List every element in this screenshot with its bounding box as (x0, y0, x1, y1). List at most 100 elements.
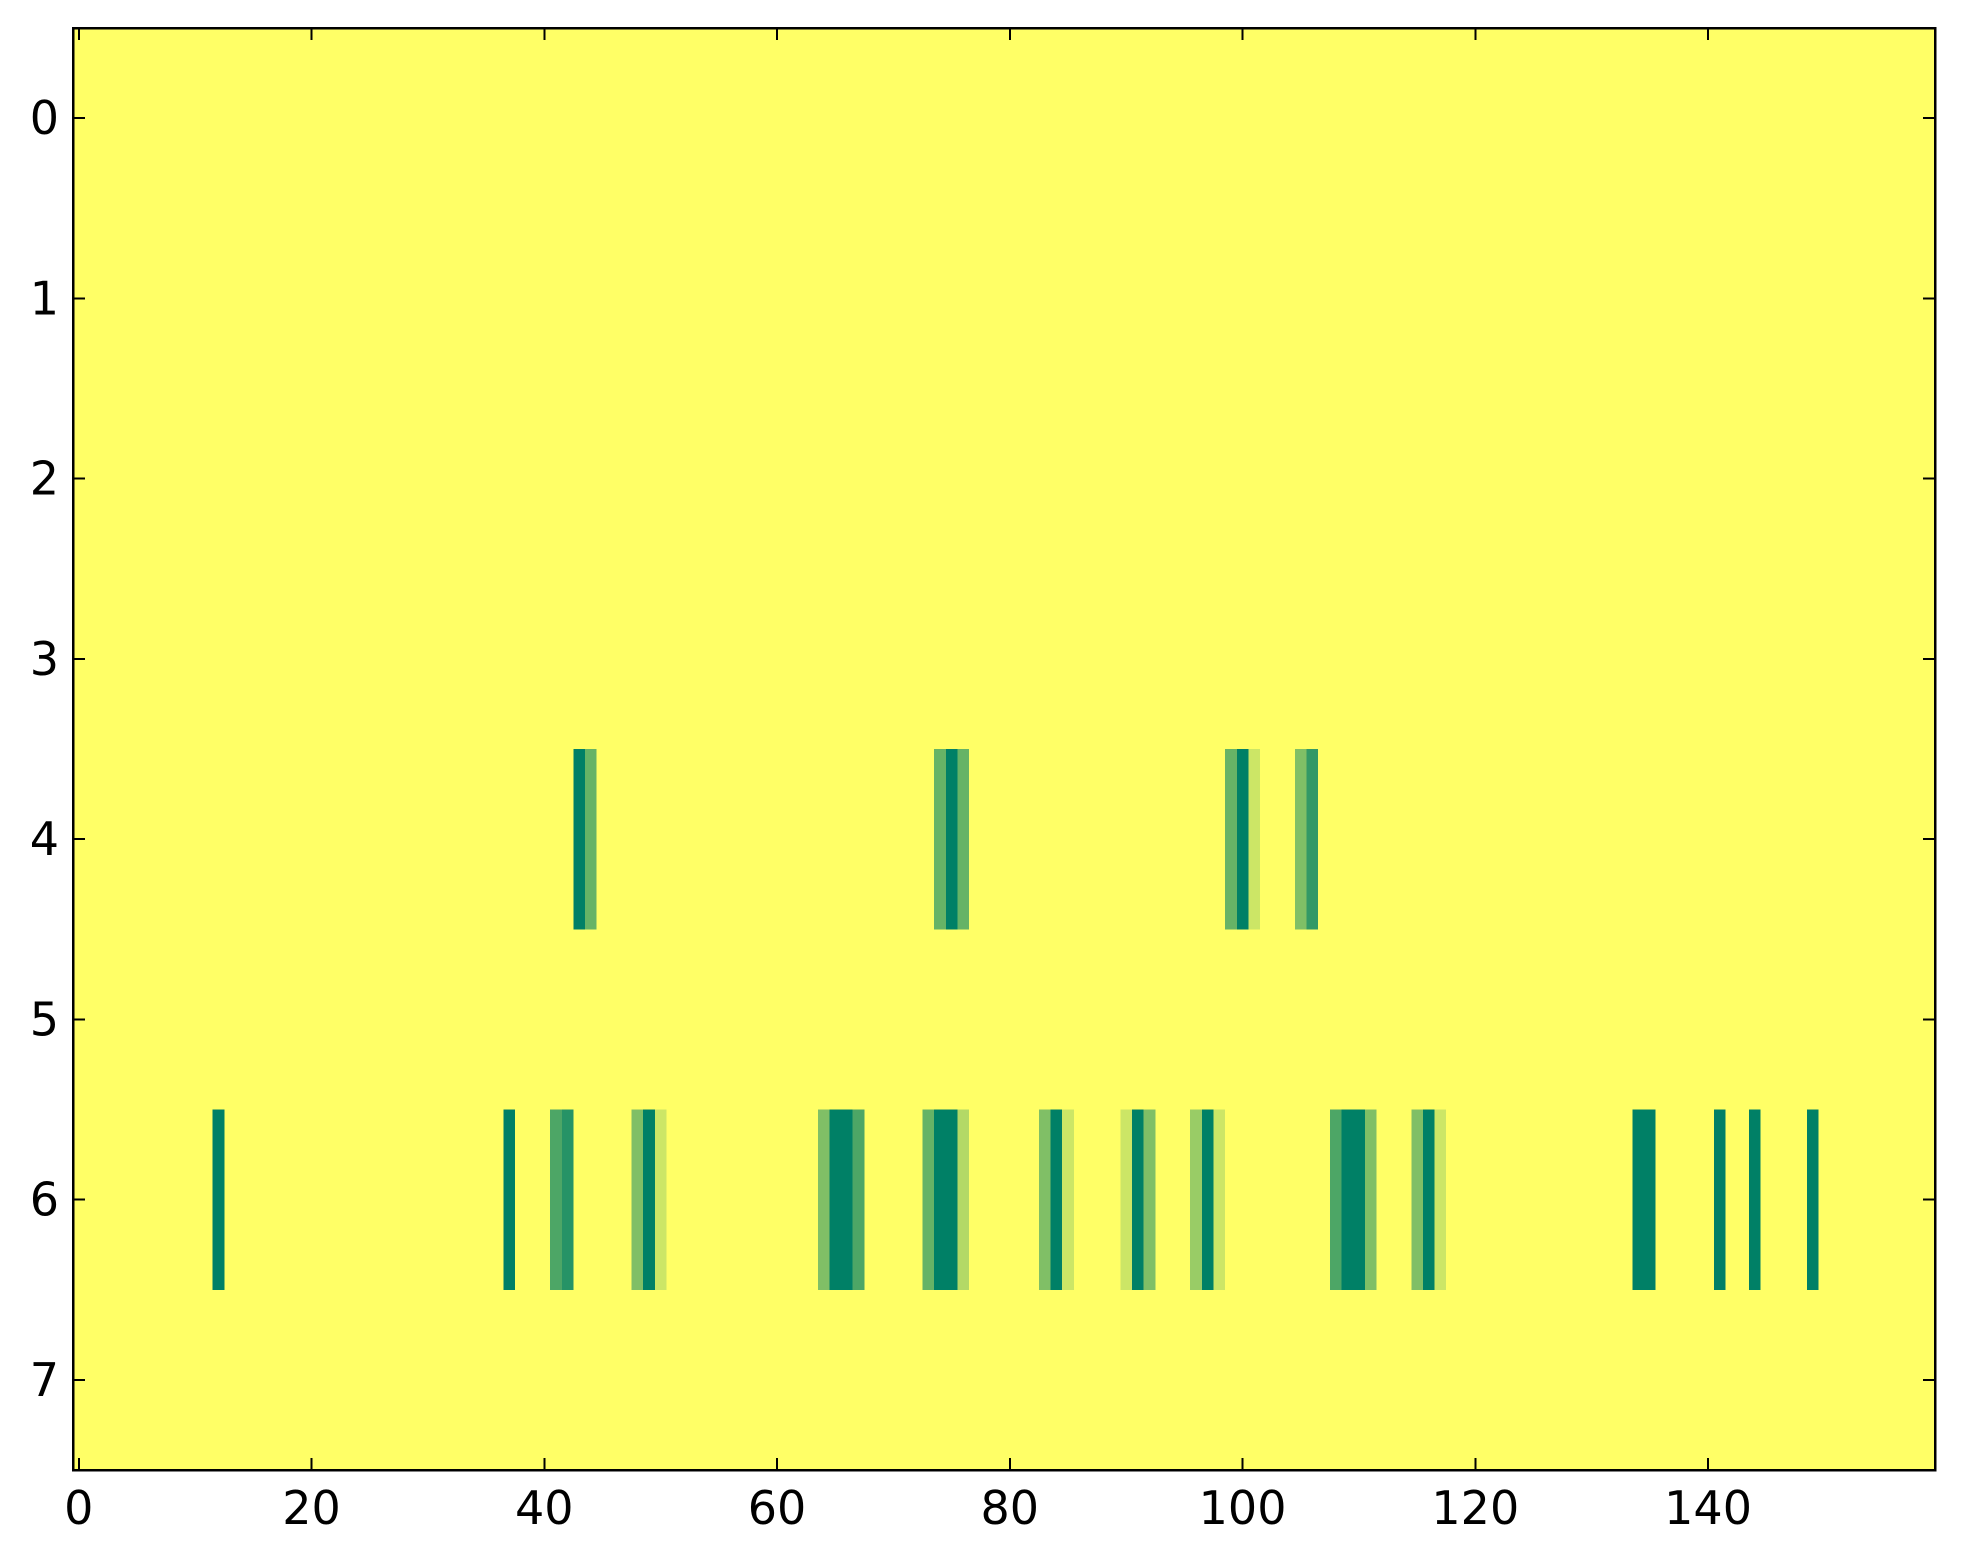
heatmap-cell (1120, 1109, 1133, 1291)
heatmap-cell (375, 1109, 388, 1291)
heatmap-cell (1713, 929, 1727, 1111)
heatmap-cell (759, 208, 772, 390)
heatmap-cell (503, 208, 516, 390)
heatmap-cell (980, 568, 993, 750)
heatmap-cell (503, 568, 516, 750)
heatmap-cell (1853, 208, 1866, 390)
heatmap-cell (1132, 208, 1145, 390)
heatmap-cell (875, 1289, 889, 1471)
heatmap-cell (1050, 929, 1063, 1111)
heatmap-cell (806, 208, 819, 390)
heatmap-cell (1294, 1289, 1308, 1471)
heatmap-cell (875, 1109, 889, 1291)
heatmap-cell (864, 568, 877, 750)
heatmap-cell (1632, 388, 1645, 570)
heatmap-cell (1527, 749, 1540, 930)
heatmap-cell (468, 28, 481, 209)
heatmap-cell (1027, 749, 1040, 930)
heatmap-cell (1574, 749, 1587, 930)
heatmap-cell (1213, 1109, 1226, 1291)
heatmap-cell (177, 388, 190, 570)
heatmap-cell (1492, 28, 1506, 209)
heatmap-cell (1422, 1289, 1436, 1471)
x-tick-label: 40 (515, 1481, 574, 1535)
heatmap-cell (247, 568, 260, 750)
heatmap-cell (1888, 1289, 1901, 1471)
heatmap-cell (1609, 208, 1622, 390)
heatmap-cell (1481, 28, 1494, 209)
heatmap-cell (1411, 208, 1424, 390)
heatmap-cell (1609, 1289, 1622, 1471)
heatmap-cell (1027, 388, 1040, 570)
heatmap-cell (1888, 1109, 1901, 1291)
heatmap-cell (852, 568, 865, 750)
heatmap-cell (142, 929, 156, 1111)
heatmap-cell (1271, 929, 1284, 1111)
heatmap-cell (1562, 388, 1575, 570)
heatmap-cell (131, 568, 144, 750)
heatmap-cell (270, 568, 284, 750)
heatmap-cell (1865, 388, 1878, 570)
heatmap-cell (1469, 749, 1482, 930)
heatmap-cell (1632, 208, 1645, 390)
heatmap-cell (1585, 929, 1599, 1111)
heatmap-cell (259, 568, 272, 750)
heatmap-cell (782, 388, 796, 570)
heatmap-cell (515, 1289, 528, 1471)
heatmap-cell (910, 1109, 924, 1291)
heatmap-cell (817, 208, 831, 390)
heatmap-cell (1620, 208, 1634, 390)
heatmap-cell (1318, 208, 1331, 390)
heatmap-cell (1050, 28, 1063, 209)
heatmap-cell (410, 28, 423, 209)
heatmap-cell (887, 1109, 900, 1291)
heatmap-cell (1225, 1289, 1238, 1471)
heatmap-cell (1027, 1109, 1040, 1291)
heatmap-cell (445, 388, 458, 570)
heatmap-cell (1097, 208, 1110, 390)
heatmap-cell (1341, 929, 1354, 1111)
heatmap-cell (806, 1109, 819, 1291)
heatmap-cell (678, 568, 691, 750)
heatmap-cell (1108, 1289, 1121, 1471)
heatmap-cell (899, 388, 912, 570)
heatmap-cell (503, 1289, 516, 1471)
heatmap-cell (561, 388, 575, 570)
heatmap-cell (1469, 28, 1482, 209)
heatmap-cell (119, 208, 132, 390)
heatmap-cell (84, 568, 97, 750)
heatmap-cell (1806, 28, 1820, 209)
heatmap-cell (1550, 28, 1564, 209)
heatmap-cell (1644, 388, 1657, 570)
heatmap-cell (1574, 1289, 1587, 1471)
heatmap-cell (445, 929, 458, 1111)
heatmap-cell (1155, 28, 1168, 209)
heatmap-cell (398, 1109, 412, 1291)
heatmap-cell (433, 568, 446, 750)
heatmap-cell (1597, 1289, 1610, 1471)
heatmap-cell (247, 1289, 260, 1471)
heatmap-cell (1376, 1109, 1389, 1291)
x-tick-label: 100 (1199, 1481, 1287, 1535)
heatmap-cell (1783, 388, 1796, 570)
heatmap-cell (1678, 388, 1692, 570)
heatmap-cell (1678, 1109, 1692, 1291)
heatmap-cell (678, 1289, 691, 1471)
heatmap-cell (1492, 208, 1506, 390)
heatmap-cell (1911, 1289, 1924, 1471)
heatmap-cell (1830, 208, 1843, 390)
heatmap-cell (1516, 388, 1529, 570)
heatmap-cell (1399, 568, 1412, 750)
heatmap-cell (747, 208, 761, 390)
heatmap-cell (1085, 28, 1098, 209)
heatmap-cell (142, 749, 156, 930)
heatmap-cell (387, 929, 400, 1111)
heatmap-cell (887, 208, 900, 390)
heatmap-cell (375, 28, 388, 209)
heatmap-cell (689, 208, 703, 390)
heatmap-cell (1853, 929, 1866, 1111)
heatmap-cell (224, 749, 237, 930)
heatmap-cell (1388, 28, 1401, 209)
heatmap-cell (666, 568, 679, 750)
heatmap-cell (468, 1289, 481, 1471)
